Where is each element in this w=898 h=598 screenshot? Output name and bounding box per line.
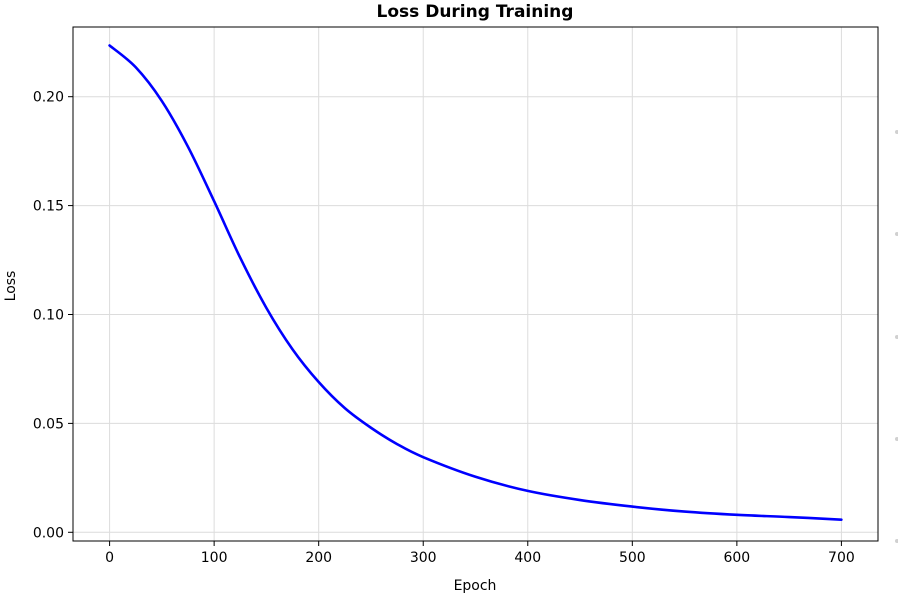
plot-frame	[72, 26, 879, 542]
x-axis-label: Epoch	[454, 578, 497, 594]
x-tick-label: 600	[723, 550, 750, 566]
x-tick-label: 400	[514, 550, 541, 566]
y-tick-label: 0.10	[33, 307, 64, 323]
grid-lines	[73, 27, 878, 541]
loss-line	[108, 44, 843, 521]
y-axis-label: Loss	[3, 271, 19, 302]
chart-title: Loss During Training	[377, 2, 574, 22]
y-tick-label: 0.20	[33, 90, 64, 106]
x-tick-label: 300	[410, 550, 437, 566]
x-tick-label: 700	[828, 550, 855, 566]
x-tick-label: 100	[201, 550, 228, 566]
x-tick-label: 500	[619, 550, 646, 566]
edge-dot	[895, 232, 898, 236]
x-tick-label: 0	[105, 550, 114, 566]
edge-dot	[895, 335, 898, 339]
edge-dot	[895, 130, 898, 134]
edge-dot	[895, 539, 898, 543]
y-tick-label: 0.05	[33, 416, 64, 432]
edge-dot	[895, 437, 898, 441]
right-edge-dots	[895, 130, 898, 543]
y-tick-label: 0.00	[33, 525, 64, 541]
x-tick-label: 200	[305, 550, 332, 566]
series-layer	[108, 44, 843, 521]
y-tick-label: 0.15	[33, 199, 64, 215]
tick-layer: 0 100 200 300 400 500 600 700 0.00 0.05 0.10 0.15 0.…	[33, 90, 855, 566]
